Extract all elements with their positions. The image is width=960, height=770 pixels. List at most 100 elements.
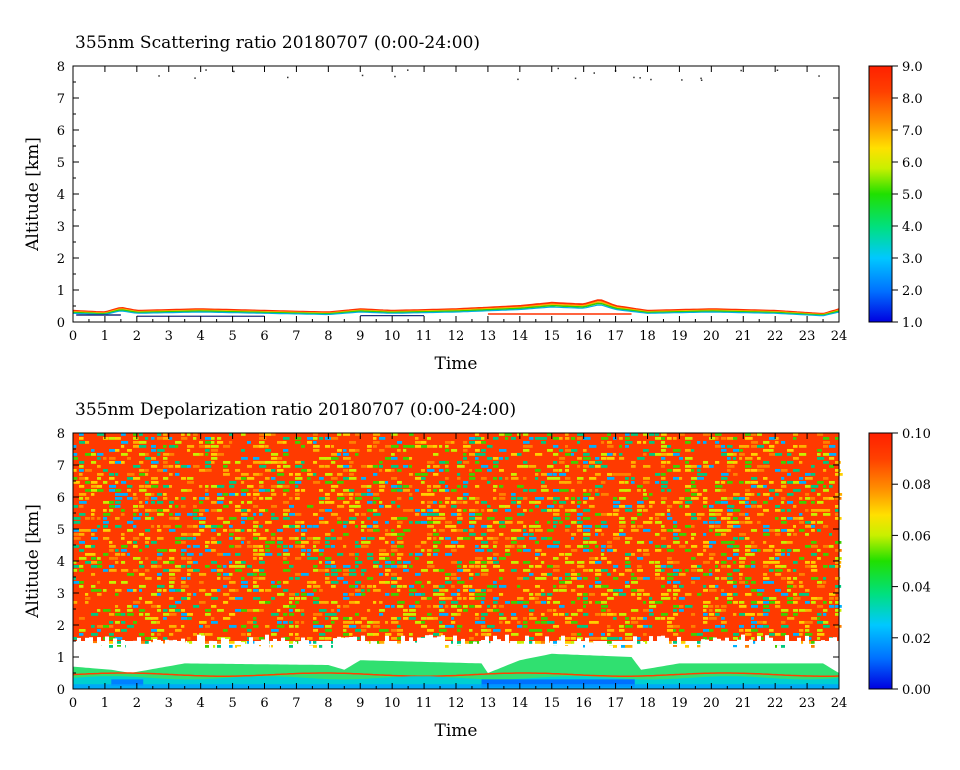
depolarization-speckle — [631, 477, 635, 480]
depolarization-clear-band — [453, 635, 457, 662]
depolarization-speckle — [355, 593, 362, 596]
depolarization-speckle — [439, 625, 446, 628]
depolarization-speckle — [565, 445, 569, 448]
depolarization-speckle — [103, 509, 107, 512]
depolarization-speckle — [307, 557, 314, 560]
depolarization-speckle — [703, 549, 707, 552]
depolarization-speckle — [421, 473, 428, 476]
depolarization-speckle — [373, 625, 380, 628]
depolarization-speckle — [487, 629, 492, 632]
depolarization-speckle — [715, 461, 720, 464]
depolarization-speckle — [307, 537, 313, 540]
depolarization-speckle — [811, 525, 816, 528]
depolarization-speckle — [553, 477, 561, 480]
depolarization-speckle — [403, 609, 408, 612]
depolarization-speckle — [235, 569, 243, 572]
depolarization-speckle — [727, 505, 735, 508]
depolarization-speckle — [691, 469, 695, 472]
depolarization-speckle — [295, 473, 301, 476]
depolarization-speckle — [733, 521, 740, 524]
depolarization-low-patch — [481, 679, 635, 688]
depolarization-speckle — [337, 453, 341, 456]
depolarization-speckle — [763, 625, 769, 628]
depolarization-speckle — [313, 549, 319, 552]
depolarization-speckle — [73, 565, 80, 568]
depolarization-speckle — [421, 469, 426, 472]
depolarization-speckle — [505, 621, 511, 624]
depolarization-speckle — [751, 433, 757, 436]
depolarization-speckle — [469, 477, 476, 480]
depolarization-speckle — [793, 561, 798, 564]
depolarization-speckle — [289, 609, 293, 612]
depolarization-clear-band — [329, 648, 333, 662]
depolarization-speckle — [115, 493, 122, 496]
depolarization-speckle — [217, 645, 222, 648]
depolarization-speckle — [475, 613, 479, 616]
depolarization-speckle — [181, 549, 187, 552]
depolarization-speckle — [277, 469, 284, 472]
depolarization-speckle — [805, 621, 813, 624]
depolarization-speckle — [637, 513, 642, 516]
depolarization-clear-band — [281, 637, 285, 662]
depolarization-speckle — [313, 445, 320, 448]
depolarization-speckle — [199, 625, 204, 628]
depolarization-speckle — [751, 493, 755, 496]
depolarization-speckle — [475, 509, 479, 512]
depolarization-speckle — [361, 521, 365, 524]
depolarization-ytick-label: 5 — [57, 523, 65, 538]
depolarization-speckle — [139, 469, 145, 472]
depolarization-speckle — [349, 593, 355, 596]
depolarization-speckle — [367, 633, 375, 636]
depolarization-speckle — [547, 621, 555, 624]
depolarization-speckle — [427, 505, 431, 508]
depolarization-speckle — [457, 561, 462, 564]
depolarization-speckle — [115, 621, 120, 624]
depolarization-speckle — [547, 573, 553, 576]
depolarization-speckle — [391, 637, 398, 640]
depolarization-speckle — [559, 473, 567, 476]
depolarization-speckle — [583, 437, 591, 440]
depolarization-speckle — [205, 441, 213, 444]
depolarization-speckle — [703, 621, 708, 624]
depolarization-speckle — [343, 465, 351, 468]
depolarization-speckle — [805, 485, 811, 488]
depolarization-speckle — [313, 613, 321, 616]
depolarization-speckle — [469, 441, 476, 444]
depolarization-speckle — [577, 525, 582, 528]
depolarization-speckle — [445, 597, 453, 600]
depolarization-speckle — [385, 593, 390, 596]
depolarization-speckle — [403, 617, 409, 620]
depolarization-speckle — [625, 477, 629, 480]
depolarization-speckle — [799, 453, 807, 456]
depolarization-speckle — [799, 445, 807, 448]
depolarization-speckle — [643, 553, 650, 556]
depolarization-speckle — [175, 541, 183, 544]
depolarization-speckle — [301, 597, 307, 600]
depolarization-speckle — [229, 433, 234, 436]
depolarization-speckle — [643, 453, 647, 456]
depolarization-speckle — [553, 445, 559, 448]
depolarization-speckle — [109, 541, 113, 544]
depolarization-speckle — [691, 525, 695, 528]
depolarization-speckle — [319, 569, 327, 572]
depolarization-speckle — [397, 485, 403, 488]
depolarization-speckle — [409, 613, 417, 616]
depolarization-speckle — [565, 481, 572, 484]
depolarization-speckle — [277, 593, 285, 596]
depolarization-speckle — [343, 493, 350, 496]
depolarization-clear-band — [189, 645, 193, 662]
depolarization-speckle — [661, 485, 668, 488]
depolarization-speckle — [217, 553, 224, 556]
depolarization-speckle — [487, 529, 495, 532]
depolarization-speckle — [835, 585, 842, 588]
depolarization-speckle — [295, 461, 303, 464]
scattering-noise-dot — [394, 75, 396, 78]
depolarization-speckle — [553, 521, 558, 524]
depolarization-speckle — [631, 609, 639, 612]
depolarization-speckle — [553, 497, 560, 500]
depolarization-speckle — [643, 593, 650, 596]
depolarization-speckle — [643, 521, 651, 524]
depolarization-speckle — [817, 481, 824, 484]
depolarization-speckle — [787, 501, 794, 504]
depolarization-speckle — [421, 481, 425, 484]
